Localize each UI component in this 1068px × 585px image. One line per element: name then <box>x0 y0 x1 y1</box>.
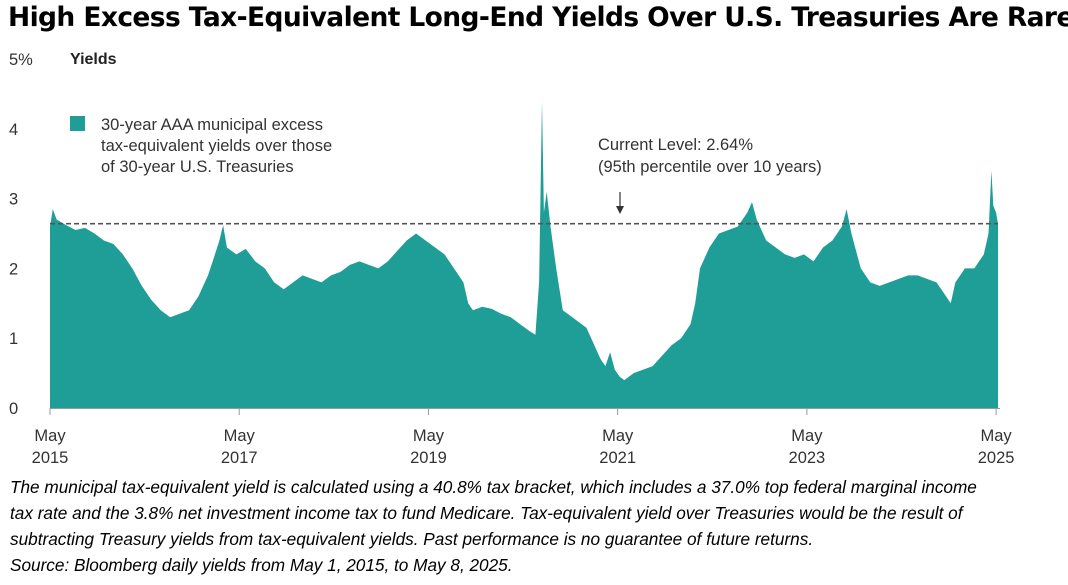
x-tick-label-month: May <box>413 427 445 445</box>
x-tick-label-month: May <box>224 427 256 445</box>
footnote-line-3: subtracting Treasury yields from tax-equ… <box>10 529 814 549</box>
y-tick-label: 1 <box>9 330 18 348</box>
x-tick-label-year: 2025 <box>978 449 1015 467</box>
footnote: The municipal tax-equivalent yield is ca… <box>10 474 1060 578</box>
x-axis-tick-labels: May 2015 May 2017 May 2019 May 2021 May 2023 May 20… <box>32 427 1015 467</box>
x-tick-label-year: 2023 <box>789 449 826 467</box>
y-tick-label: 0 <box>9 400 18 418</box>
y-tick-label: 5% <box>9 51 33 69</box>
y-axis-tick-labels: 0 1 2 3 4 5% <box>9 51 33 418</box>
annotation-arrow-head <box>616 206 624 214</box>
legend-label-line-2: tax-equivalent yields over those <box>101 137 332 155</box>
x-tick-label-month: May <box>602 427 634 445</box>
current-level-annotation: Current Level: 2.64% (95th percentile ov… <box>598 136 822 214</box>
y-tick-label: 3 <box>9 191 18 209</box>
area-chart: 0 1 2 3 4 5% Yields Current Level: 2.64% (95t… <box>9 51 1015 467</box>
chart-title: High Excess Tax-Equivalent Long-End Yiel… <box>8 2 1068 33</box>
footnote-line-1: The municipal tax-equivalent yield is ca… <box>10 477 977 497</box>
annotation-line-2: (95th percentile over 10 years) <box>598 158 822 176</box>
legend-swatch <box>70 116 85 131</box>
y-tick-label: 2 <box>9 260 18 278</box>
legend: 30-year AAA municipal excess tax-equival… <box>70 116 332 176</box>
footnote-line-4: Source: Bloomberg daily yields from May … <box>10 555 513 575</box>
x-tick-label-year: 2021 <box>599 449 636 467</box>
legend-label-line-1: 30-year AAA municipal excess <box>101 116 323 134</box>
annotation-line-1: Current Level: 2.64% <box>598 136 753 154</box>
legend-label-line-3: of 30-year U.S. Treasuries <box>101 158 294 176</box>
series-area <box>50 100 998 409</box>
x-tick-label-year: 2017 <box>221 449 258 467</box>
x-tick-label-month: May <box>34 427 66 445</box>
x-tick-label-year: 2015 <box>32 449 69 467</box>
x-tick-label-year: 2019 <box>410 449 447 467</box>
x-tick-label-month: May <box>791 427 823 445</box>
x-tick-label-month: May <box>981 427 1013 445</box>
y-tick-label: 4 <box>9 121 18 139</box>
y-axis-title: Yields <box>70 51 117 68</box>
x-axis-tick-marks <box>49 408 997 415</box>
footnote-line-2: tax rate and the 3.8% net investment inc… <box>10 503 963 523</box>
